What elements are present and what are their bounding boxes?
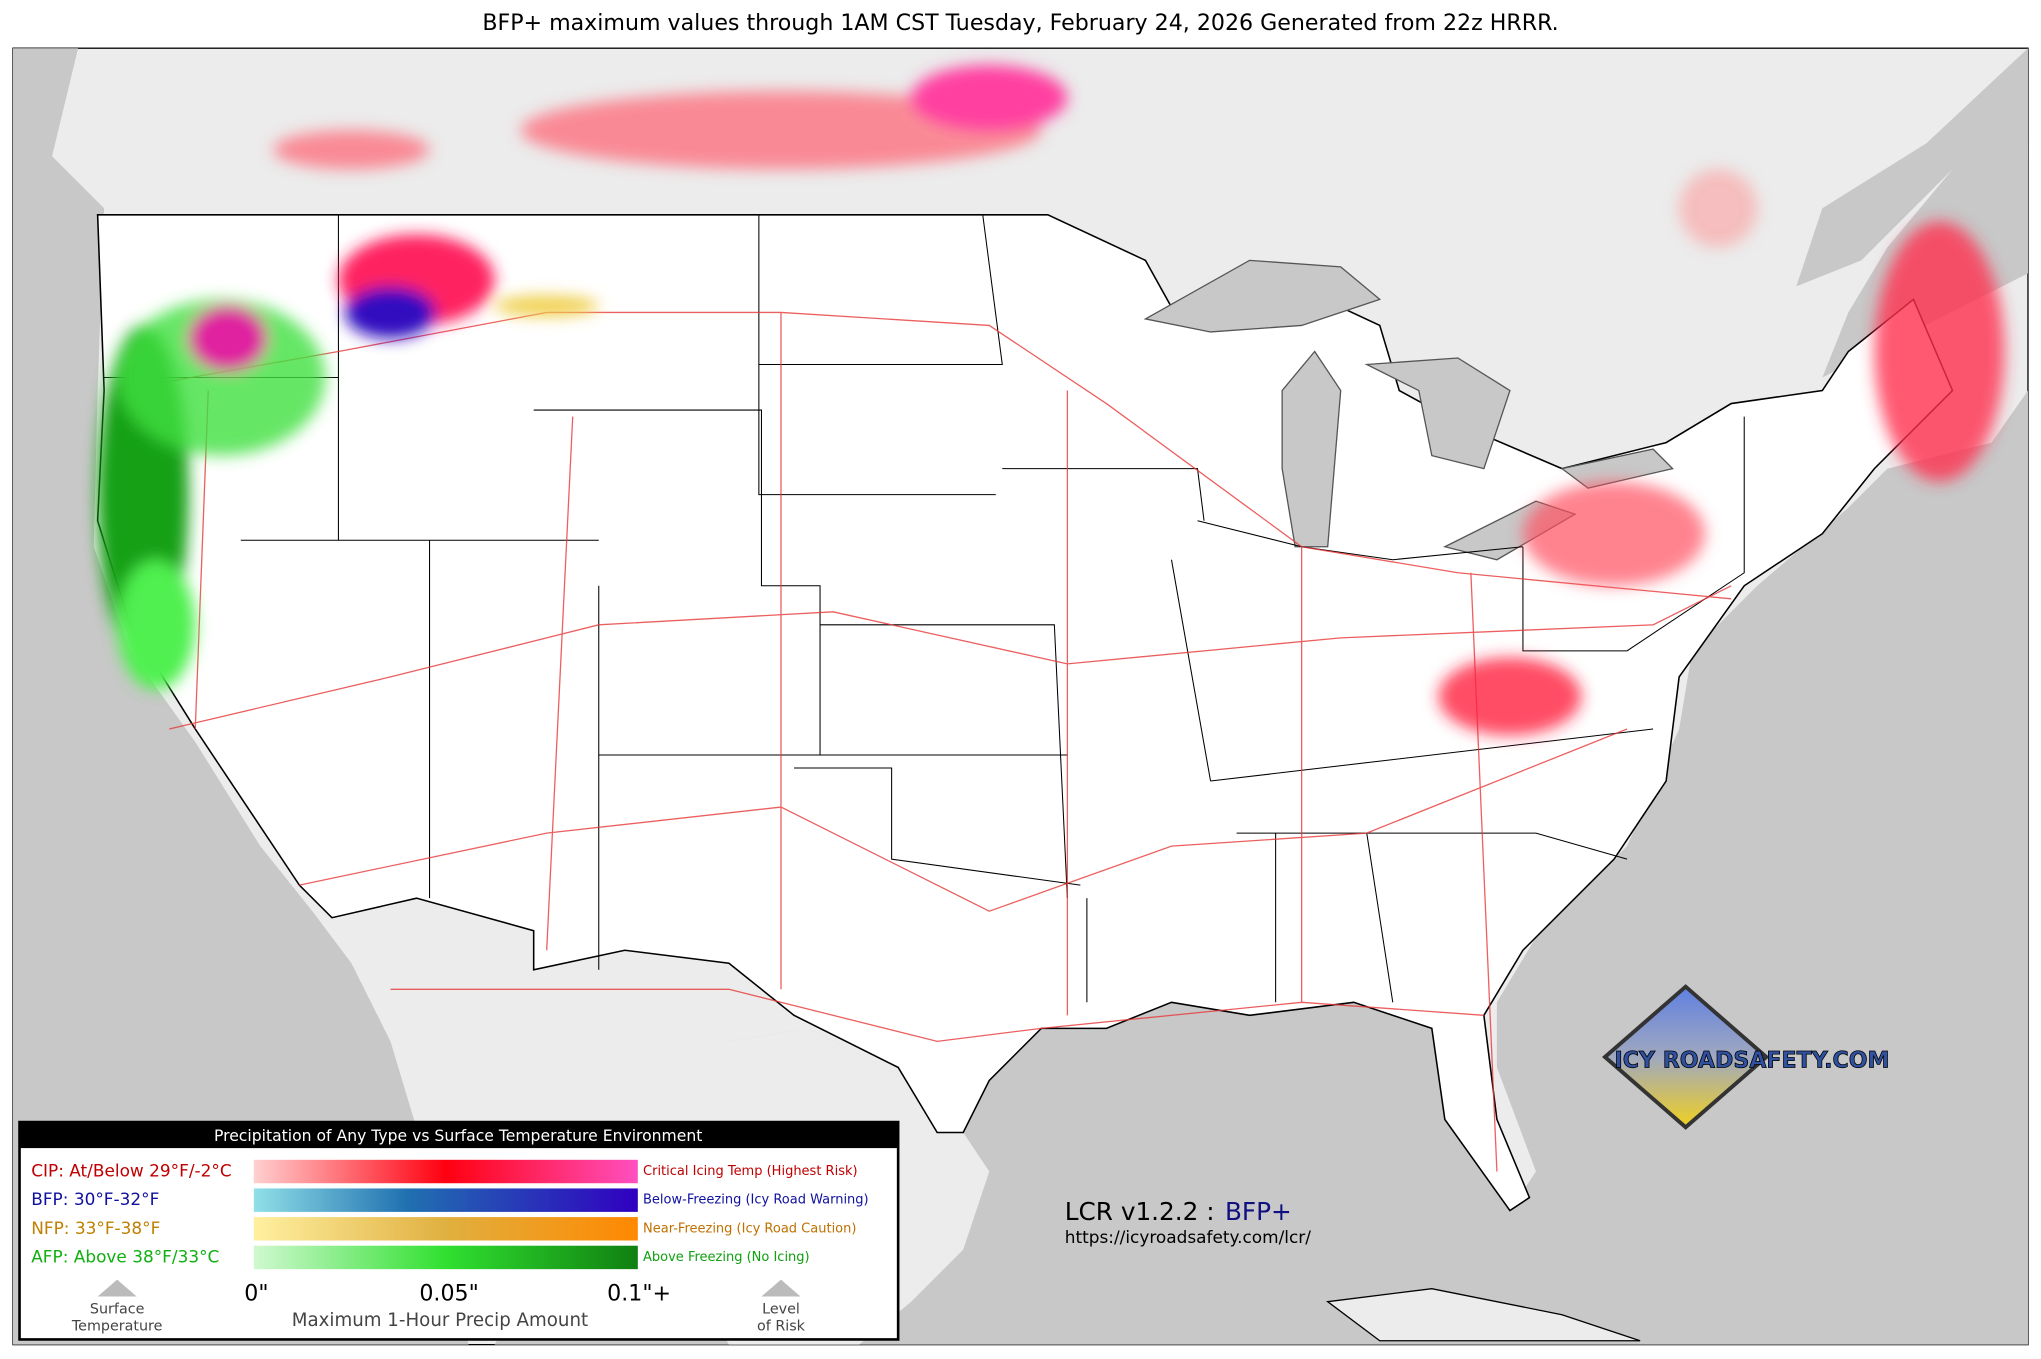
left-note: Surface — [90, 1302, 145, 1318]
logo-text: ICY ROADSAFETY.COM — [1615, 1047, 1890, 1073]
scale-label: 0" — [244, 1280, 268, 1306]
legend-description: Above Freezing (No Icing) — [643, 1250, 810, 1265]
hudson-area — [1796, 48, 2028, 287]
legend-description: Near-Freezing (Icy Road Caution) — [643, 1221, 856, 1236]
version: LCR v1.2.2 : — [1065, 1197, 1215, 1226]
legend-header — [19, 1122, 899, 1149]
legend-gradient — [253, 1217, 638, 1241]
version-label: LCR v1.2.2 : BFP+ — [1065, 1197, 1292, 1226]
legend-title: Precipitation of Any Type vs Surface Tem… — [214, 1127, 702, 1145]
legend-label: CIP: At/Below 29°F/-2°C — [31, 1161, 231, 1181]
legend-label: AFP: Above 38°F/33°C — [31, 1246, 219, 1266]
scale-label: 0.05" — [419, 1280, 478, 1306]
right-note: of Risk — [757, 1318, 806, 1334]
arrow — [97, 1279, 137, 1297]
scale-title: Maximum 1-Hour Precip Amount — [292, 1310, 588, 1331]
right-note: Level — [762, 1302, 800, 1318]
map-title: BFP+ maximum values through 1AM CST Tues… — [482, 10, 1558, 36]
logo: ICY ROADSAFETY.COM — [1601, 984, 1890, 1130]
lake-huron — [1364, 357, 1511, 470]
pacific-ocean — [13, 48, 469, 1345]
highways — [117, 311, 1732, 1172]
cuba — [1326, 1288, 1641, 1342]
legend-label: NFP: 33°F-38°F — [31, 1218, 160, 1238]
legend-label: BFP: 30°F-32°F — [31, 1189, 159, 1209]
left-note: Temperature — [71, 1318, 163, 1334]
product: BFP+ — [1225, 1197, 1292, 1226]
scale-label: 0.1"+ — [607, 1280, 671, 1306]
lake-superior — [1143, 259, 1382, 333]
url: https://icyroadsafety.com/lcr/ — [1065, 1227, 1311, 1247]
legend: Precipitation of Any Type vs Surface Tem… — [18, 1120, 900, 1341]
lake-ontario — [1560, 448, 1674, 489]
lake-michigan — [1281, 350, 1342, 548]
legend-description: Critical Icing Temp (Highest Risk) — [643, 1164, 858, 1179]
legend-gradient — [253, 1159, 638, 1184]
legend-gradient — [253, 1188, 638, 1212]
precip-overlay — [97, 65, 2005, 736]
legend-gradient — [253, 1245, 638, 1270]
legend-description: Below-Freezing (Icy Road Warning) — [643, 1193, 869, 1208]
legend-rows: CIP: At/Below 29°F/-2°C Critical Icing Te… — [31, 1159, 869, 1270]
arrow — [761, 1279, 801, 1297]
